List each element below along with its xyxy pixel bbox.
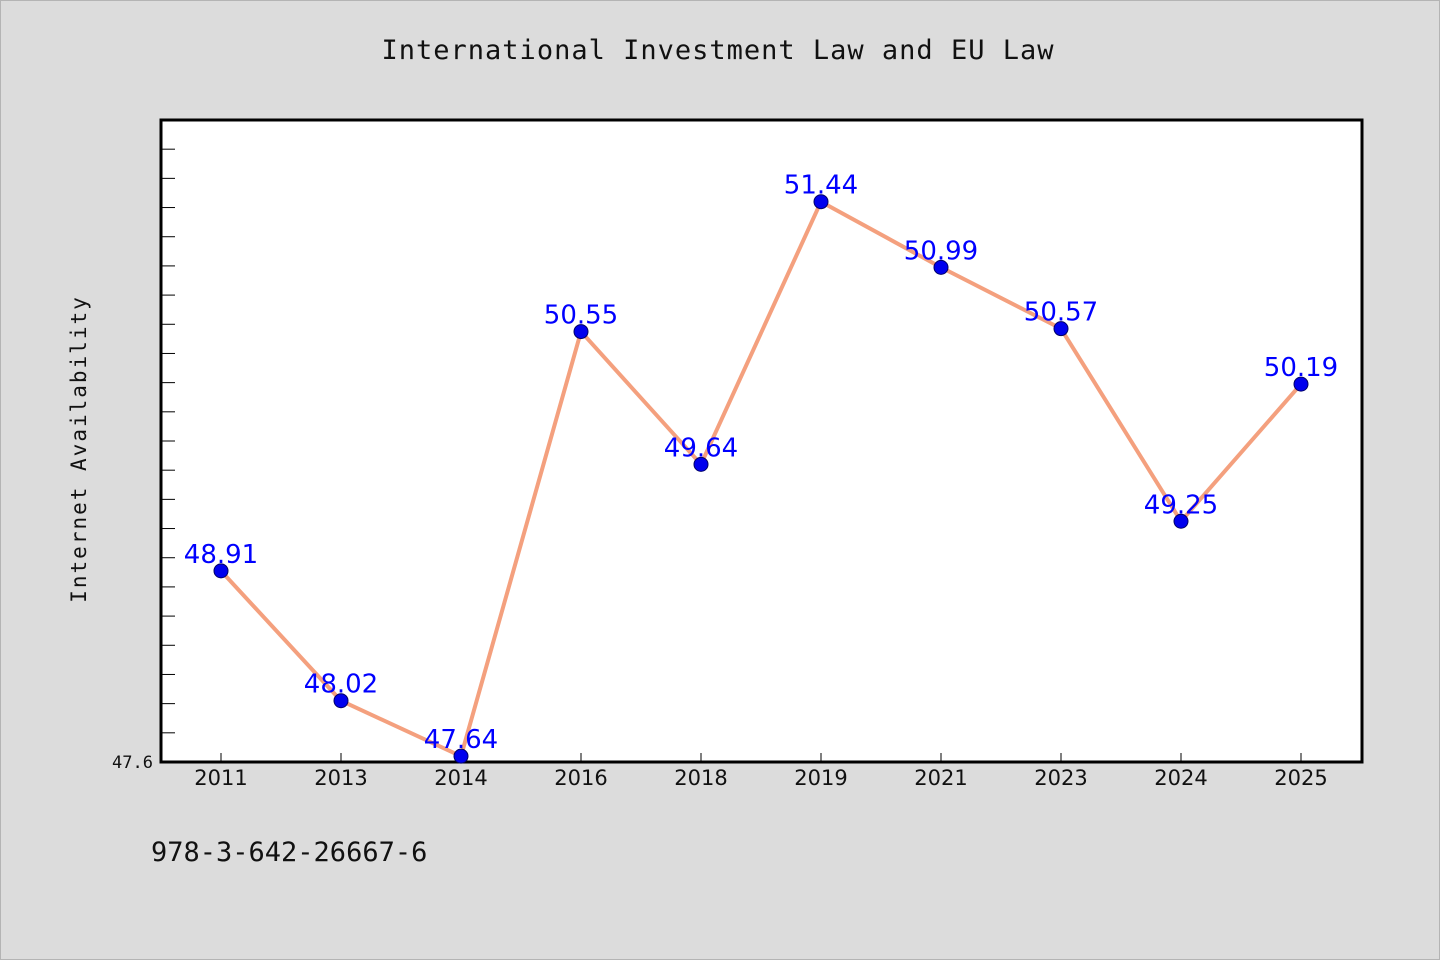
series-line-group bbox=[219, 199, 1303, 759]
data-label: 49.25 bbox=[1144, 490, 1218, 520]
x-tick-label: 2013 bbox=[314, 766, 367, 790]
data-label-group: 48.91 48.02 47.64 50.55 49.64 51.44 50.99 50.57… bbox=[184, 171, 1338, 755]
x-tick-label: 2019 bbox=[794, 766, 847, 790]
series-line bbox=[219, 199, 1303, 759]
data-point bbox=[213, 563, 229, 579]
data-point bbox=[1173, 513, 1189, 529]
x-tick-label: 2021 bbox=[914, 766, 967, 790]
y-tick-label: 47.6 bbox=[112, 753, 153, 773]
data-label: 48.02 bbox=[304, 670, 378, 700]
data-point bbox=[1293, 376, 1309, 392]
data-point bbox=[573, 324, 589, 340]
data-label: 51.44 bbox=[784, 171, 858, 201]
data-label: 50.99 bbox=[904, 236, 978, 266]
marker-group bbox=[213, 194, 1309, 764]
data-label: 50.19 bbox=[1264, 353, 1338, 383]
x-tick-label: 2016 bbox=[554, 766, 607, 790]
x-tick-label: 2025 bbox=[1274, 766, 1327, 790]
data-point bbox=[453, 748, 469, 764]
data-label: 50.55 bbox=[544, 301, 618, 331]
data-point bbox=[693, 456, 709, 472]
x-tick-label: 2018 bbox=[674, 766, 727, 790]
x-tick-label: 2014 bbox=[434, 766, 487, 790]
data-label: 49.64 bbox=[664, 433, 738, 463]
x-axis-ticks: 2011 2013 2014 2016 2018 2019 2021 2023 2024 2025 bbox=[194, 753, 1328, 790]
data-point bbox=[933, 259, 949, 275]
y-axis-ticks: 47.6 bbox=[112, 148, 175, 773]
isbn-footnote: 978-3-642-26667-6 bbox=[151, 837, 428, 868]
data-label: 48.91 bbox=[184, 540, 258, 570]
data-label: 50.57 bbox=[1024, 298, 1098, 328]
x-tick-label: 2024 bbox=[1154, 766, 1207, 790]
data-point bbox=[813, 194, 829, 210]
plot-area bbox=[159, 118, 1364, 764]
chart-title: International Investment Law and EU Law bbox=[381, 35, 1055, 66]
x-tick-label: 2023 bbox=[1034, 766, 1087, 790]
x-tick-label: 2011 bbox=[194, 766, 247, 790]
data-label: 47.64 bbox=[424, 725, 498, 755]
data-point bbox=[1053, 321, 1069, 337]
data-point bbox=[333, 693, 349, 709]
